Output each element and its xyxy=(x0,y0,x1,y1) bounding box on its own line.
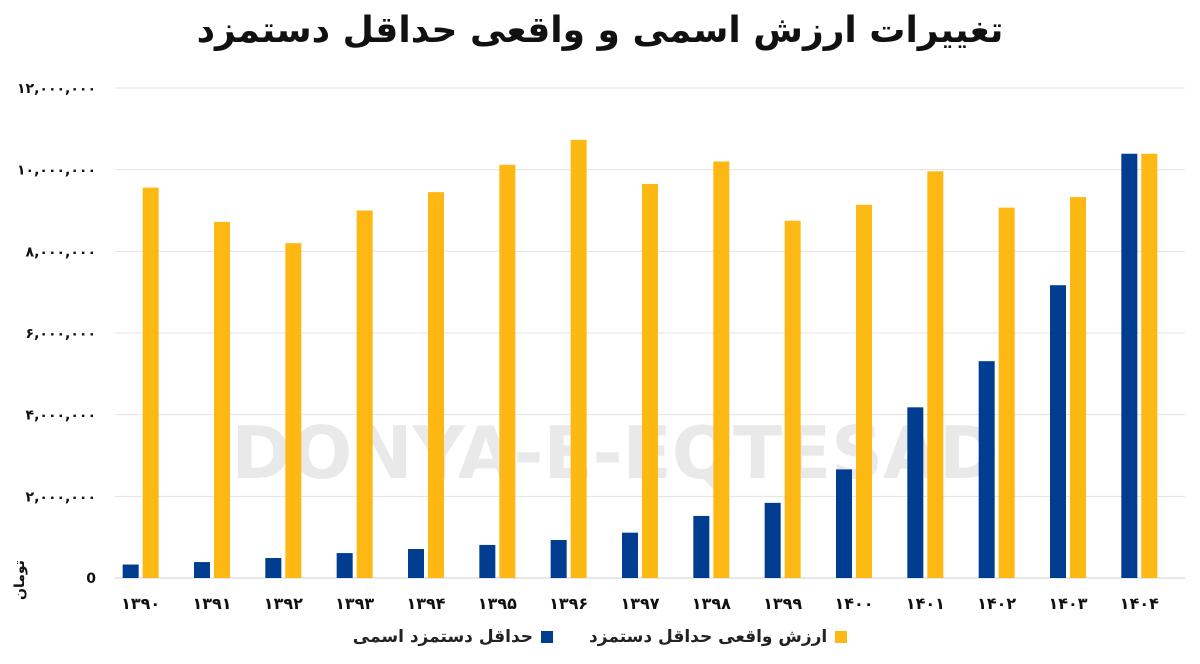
bar-nominal xyxy=(907,407,924,578)
bar-real xyxy=(1070,197,1086,578)
bar-real xyxy=(285,243,302,578)
y-tick-label: ۸,۰۰۰,۰۰۰ xyxy=(26,244,96,260)
bar-nominal xyxy=(265,557,282,578)
legend-swatch-nominal xyxy=(541,631,554,643)
bar-real xyxy=(356,210,373,578)
bar-real xyxy=(856,204,872,579)
x-tick-label: ۱۴۰۴ xyxy=(1120,594,1159,613)
bar-real xyxy=(784,220,801,579)
bar-nominal xyxy=(194,562,210,578)
y-axis-label: تومان xyxy=(12,560,28,600)
x-tick-label: ۱۳۹۳ xyxy=(335,594,374,613)
x-tick-label: ۱۴۰۲ xyxy=(977,594,1016,613)
y-tick-label: ۲,۰۰۰,۰۰۰ xyxy=(26,489,96,505)
bar-nominal xyxy=(978,361,995,578)
x-tick-label: ۱۳۹۰ xyxy=(121,594,160,613)
y-tick-label: ۱۲,۰۰۰,۰۰۰ xyxy=(17,81,96,97)
x-tick-label: ۱۴۰۰ xyxy=(834,594,873,613)
watermark: DONYA-E-EQTESAD xyxy=(231,411,998,495)
y-tick-label: 0 xyxy=(86,571,96,587)
bar-real xyxy=(428,192,444,578)
bar-nominal xyxy=(764,502,781,578)
x-tick-label: ۱۳۹۱ xyxy=(192,594,231,613)
legend-item-real: ارزش واقعی حداقل دستمزد xyxy=(589,627,848,647)
bar-nominal xyxy=(122,564,139,578)
x-axis-ticks: ۱۳۹۰ ۱۳۹۱ ۱۳۹۲ ۱۳۹۳ ۱۳۹۴ ۱۳۹۵ ۱۳۹۶ ۱۳۹۷ ۱۳۹۸ ۱۳۹۹… xyxy=(121,594,1159,613)
y-tick-label: ۶,۰۰۰,۰۰۰ xyxy=(26,326,96,342)
bar-nominal xyxy=(479,544,496,578)
bar-real xyxy=(1141,153,1158,578)
x-tick-label: ۱۳۹۷ xyxy=(620,594,659,613)
x-tick-label: ۱۳۹۶ xyxy=(549,594,588,613)
bar-nominal xyxy=(836,469,852,578)
bar-nominal xyxy=(408,549,424,578)
x-tick-label: ۱۳۹۴ xyxy=(406,594,445,613)
chart-legend: ارزش واقعی حداقل دستمزد حداقل دستمزد اسم… xyxy=(0,622,1200,652)
bar-real xyxy=(570,139,587,578)
bar-real xyxy=(499,164,516,578)
bar-nominal xyxy=(693,515,710,578)
x-tick-label: ۱۳۹۹ xyxy=(763,594,802,613)
bar-real xyxy=(713,161,730,578)
bar-nominal xyxy=(1050,285,1066,578)
bar-nominal xyxy=(550,540,567,578)
bar-real xyxy=(998,207,1015,578)
bar-nominal xyxy=(1121,153,1138,578)
bar-real xyxy=(642,183,658,579)
legend-label-nominal: حداقل دستمزد اسمی xyxy=(352,627,534,647)
legend-label-real: ارزش واقعی حداقل دستمزد xyxy=(589,627,828,647)
y-tick-label: ۱۰,۰۰۰,۰۰۰ xyxy=(17,163,96,179)
legend-item-nominal: حداقل دستمزد اسمی xyxy=(352,627,554,647)
bar-real xyxy=(927,171,944,579)
bar-nominal xyxy=(336,553,353,578)
bar-real xyxy=(214,221,230,578)
x-tick-label: ۱۴۰۱ xyxy=(906,594,945,613)
x-tick-label: ۱۳۹۲ xyxy=(264,594,303,613)
y-tick-label: ۴,۰۰۰,۰۰۰ xyxy=(26,408,96,424)
chart-title: تغییرات ارزش اسمی و واقعی حداقل دستمزد xyxy=(196,10,1004,51)
x-tick-label: ۱۴۰۳ xyxy=(1048,594,1087,613)
legend-swatch-real xyxy=(835,631,848,643)
bar-nominal xyxy=(622,532,638,578)
y-axis-ticks: 0 ۲,۰۰۰,۰۰۰ ۴,۰۰۰,۰۰۰ ۶,۰۰۰,۰۰۰ ۸,۰۰۰,۰۰۰ ۱۰,… xyxy=(17,81,96,587)
bar-real xyxy=(142,187,159,578)
x-tick-label: ۱۳۹۵ xyxy=(478,594,517,613)
x-tick-label: ۱۳۹۸ xyxy=(692,594,731,613)
chart-bars xyxy=(122,139,1158,579)
watermark-text: DONYA-E-EQTESAD xyxy=(231,411,998,495)
